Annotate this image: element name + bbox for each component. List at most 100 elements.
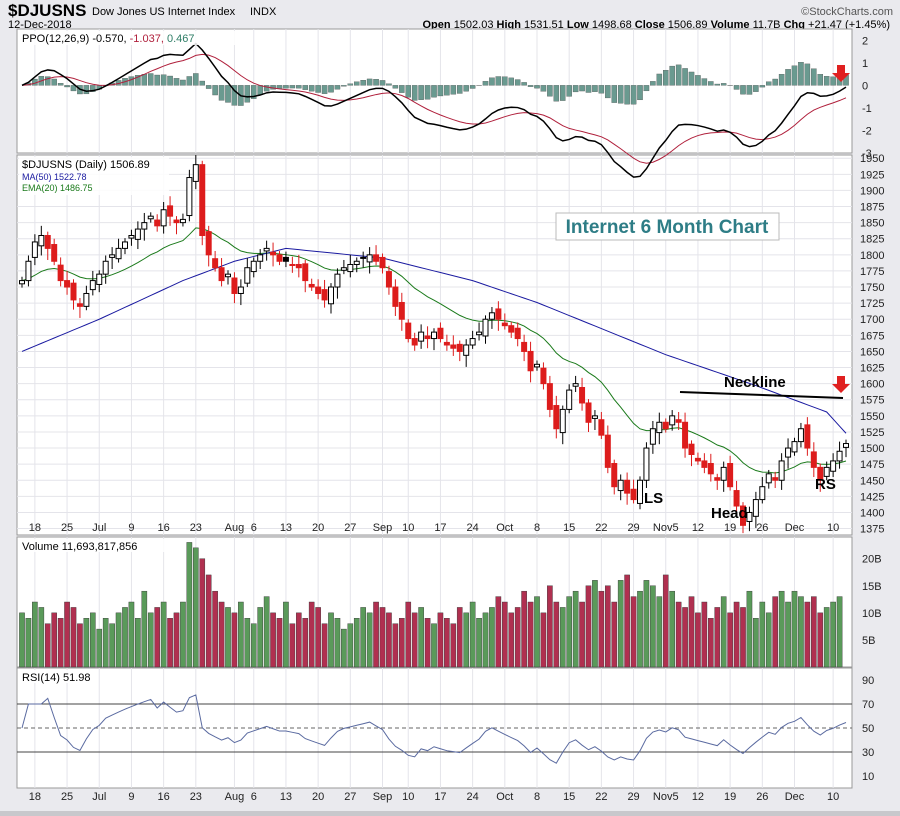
ppo-histogram-bar <box>721 83 726 85</box>
volume-bar <box>232 613 237 667</box>
x-tick-label: 10 <box>402 522 414 534</box>
candle <box>457 344 462 351</box>
ppo-histogram-bar <box>283 85 288 88</box>
candle <box>786 448 791 457</box>
ppo-histogram-bar <box>509 78 514 85</box>
volume-bar <box>689 597 694 667</box>
price-tick-label: 1725 <box>860 298 884 310</box>
rsi-tick-label: 30 <box>862 747 874 759</box>
volume-bar <box>373 602 378 667</box>
candle <box>766 474 771 483</box>
ppo-histogram-bar <box>599 85 604 93</box>
ppo-histogram-bar <box>219 85 224 100</box>
ppo-histogram-bar <box>193 73 198 85</box>
volume-bar <box>438 613 443 667</box>
volume-bar <box>818 613 823 667</box>
volume-bar <box>547 586 552 667</box>
x-tick-label: 22 <box>595 522 607 534</box>
volume-bar <box>367 613 372 667</box>
ppo-histogram-bar <box>567 85 572 96</box>
volume-bar <box>676 602 681 667</box>
candle <box>535 364 540 367</box>
price-tick-label: 1800 <box>860 250 884 262</box>
candle <box>58 265 63 280</box>
volume-bar <box>625 575 630 667</box>
candle <box>412 339 417 345</box>
price-tick-label: 1700 <box>860 314 884 326</box>
x-tick-label: 16 <box>158 791 170 803</box>
volume-bar <box>238 602 243 667</box>
volume-bar <box>798 597 803 667</box>
rsi-tick-label: 90 <box>862 675 874 687</box>
price-tick-label: 1625 <box>860 363 884 375</box>
x-tick-label: 10 <box>827 791 839 803</box>
candle <box>605 435 610 467</box>
candle <box>283 257 288 261</box>
volume-bar <box>110 624 115 667</box>
ppo-histogram-bar <box>316 85 321 92</box>
candle <box>798 429 803 442</box>
ppo-histogram-bar <box>52 79 57 85</box>
ppo-histogram-bar <box>740 85 745 94</box>
ppo-histogram-bar <box>406 85 411 97</box>
ppo-histogram-bar <box>618 85 623 103</box>
ppo-histogram-bar <box>361 80 366 85</box>
candle <box>689 444 694 454</box>
volume-tick-label: 15B <box>862 581 882 593</box>
ppo-histogram-bar <box>380 80 385 85</box>
volume-bar <box>406 602 411 667</box>
volume-bar <box>245 618 250 667</box>
x-tick-label: 12 <box>692 522 704 534</box>
price-tick-label: 1650 <box>860 346 884 358</box>
candle <box>71 283 76 300</box>
ppo-histogram-bar <box>779 74 784 85</box>
volume-bar <box>592 580 597 667</box>
volume-bar <box>534 597 539 667</box>
ppo-histogram-bar <box>695 75 700 85</box>
x-tick-label: Jul <box>92 791 106 803</box>
volume-bar <box>695 613 700 667</box>
candle <box>547 384 552 410</box>
candle <box>432 332 437 338</box>
candle <box>148 216 153 219</box>
volume-bar <box>84 618 89 667</box>
volume-bar <box>476 618 481 667</box>
ppo-histogram-bar <box>676 65 681 85</box>
volume-legend: Volume 11,693,817,856 <box>22 541 137 553</box>
candle <box>496 309 501 319</box>
price-tick-label: 1375 <box>860 524 884 536</box>
ppo-histogram-bar <box>773 79 778 85</box>
x-tick-label: 6 <box>251 522 257 534</box>
candle <box>316 287 321 293</box>
volume-bar <box>122 607 127 667</box>
candle <box>271 252 276 255</box>
candle <box>206 232 211 255</box>
ppo-histogram-bar <box>541 85 546 91</box>
candle <box>586 403 591 422</box>
ppo-histogram-bar <box>386 84 391 86</box>
candle <box>303 264 308 281</box>
x-tick-label: Sep <box>373 522 393 534</box>
volume-bar <box>309 602 314 667</box>
volume-bar <box>554 602 559 667</box>
candle <box>168 206 173 216</box>
volume-bar <box>573 591 578 667</box>
candle <box>187 178 192 216</box>
ppo-tick-label: 0 <box>862 80 868 92</box>
candle <box>226 274 231 277</box>
candle <box>380 257 385 267</box>
candle <box>779 461 784 480</box>
candle <box>831 461 836 471</box>
volume-bar <box>444 618 449 667</box>
x-tick-label: 17 <box>434 791 446 803</box>
candle <box>792 442 797 452</box>
x-tick-label: 12 <box>692 791 704 803</box>
ppo-histogram-bar <box>373 79 378 85</box>
candle <box>644 448 649 480</box>
x-tick-label: Nov5 <box>653 522 679 534</box>
volume-bar <box>586 586 591 667</box>
ppo-histogram-bar <box>328 85 333 92</box>
ppo-histogram-bar <box>496 77 501 86</box>
ppo-histogram-bar <box>560 85 565 100</box>
